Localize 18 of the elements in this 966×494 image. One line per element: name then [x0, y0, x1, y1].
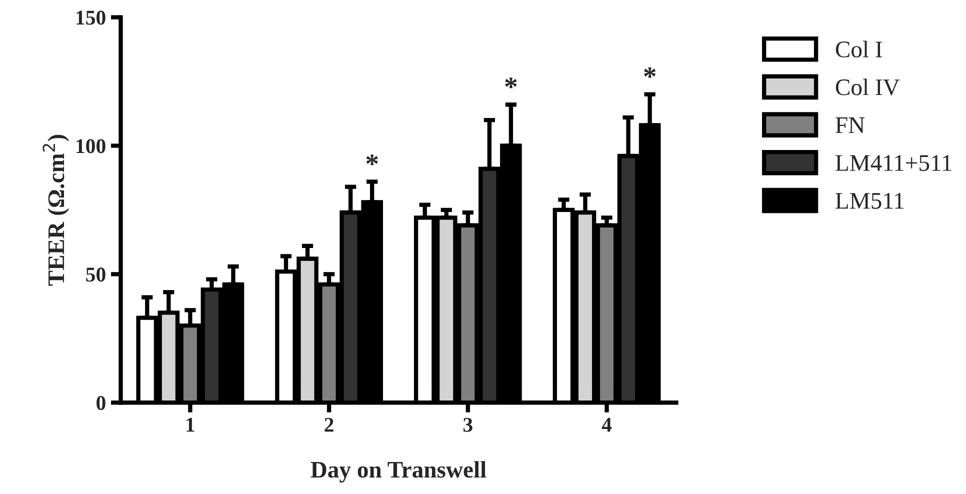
y-tick-label: 0 [96, 396, 106, 410]
x-axis-title: Day on Transwell [310, 461, 486, 483]
annotation: * [644, 67, 656, 78]
legend-label: Col IV [836, 78, 900, 96]
y-tick-label: 100 [76, 139, 106, 154]
annotation: * [366, 154, 378, 166]
x-tick-label: 4 [602, 418, 612, 432]
x-tick-label: 1 [186, 418, 194, 432]
legend-label: Col I [836, 40, 882, 58]
legend-label: LM511 [836, 192, 904, 209]
x-tick-label: 2 [324, 418, 334, 432]
y-axis-title: TEER (Ω.cm$^{2}$) [42, 134, 70, 286]
legend-label: LM411+511 [836, 155, 952, 171]
y-tick-label: 50 [86, 268, 106, 282]
annotation: * [505, 78, 517, 88]
x-tick-label: 3 [463, 418, 472, 432]
legend-label: FN [836, 117, 865, 133]
y-tick-label: 150 [76, 10, 106, 25]
